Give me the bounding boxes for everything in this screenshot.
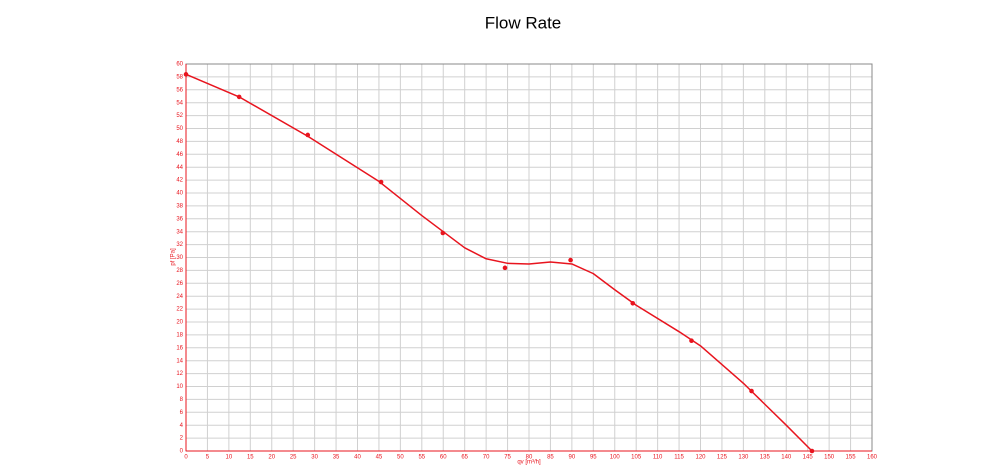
y-tick-label: 32	[176, 242, 183, 248]
x-tick-label: 70	[483, 455, 490, 461]
y-tick-label: 60	[176, 62, 183, 68]
x-tick-label: 120	[695, 455, 706, 461]
y-tick-label: 42	[176, 178, 183, 184]
y-tick-label: 48	[176, 139, 183, 145]
y-tick-label: 54	[176, 100, 183, 106]
x-tick-label: 75	[504, 455, 511, 461]
x-tick-label: 125	[717, 455, 728, 461]
x-tick-label: 30	[311, 455, 318, 461]
x-tick-label: 80	[526, 455, 533, 461]
x-tick-label: 60	[440, 455, 447, 461]
y-tick-label: 44	[176, 165, 183, 171]
x-tick-label: 40	[354, 455, 361, 461]
y-tick-label: 6	[180, 410, 184, 416]
x-tick-label: 130	[738, 455, 749, 461]
x-tick-label: 90	[569, 455, 576, 461]
x-tick-label: 15	[247, 455, 254, 461]
x-tick-label: 0	[184, 455, 188, 461]
y-tick-label: 34	[176, 229, 183, 235]
y-tick-label: 4	[180, 423, 184, 429]
y-tick-label: 56	[176, 87, 183, 93]
x-tick-label: 155	[846, 455, 857, 461]
x-tick-label: 25	[290, 455, 297, 461]
y-tick-label: 16	[176, 345, 183, 351]
y-tick-label: 10	[176, 384, 183, 390]
y-axis-label: pf [Pa]	[171, 248, 177, 266]
x-tick-label: 105	[631, 455, 642, 461]
x-tick-label: 45	[376, 455, 383, 461]
y-tick-label: 18	[176, 332, 183, 338]
x-tick-label: 85	[547, 455, 554, 461]
x-tick-label: 135	[760, 455, 771, 461]
y-tick-label: 0	[180, 449, 184, 455]
y-tick-label: 2	[180, 436, 184, 442]
x-tick-label: 115	[674, 455, 684, 461]
y-tick-label: 20	[176, 320, 183, 326]
chart-title: Flow Rate	[485, 13, 562, 32]
y-tick-label: 46	[176, 152, 183, 158]
x-tick-label: 145	[803, 455, 814, 461]
x-axis-label: qv [m³/h]	[517, 460, 541, 466]
x-tick-label: 100	[610, 455, 621, 461]
y-tick-label: 12	[176, 371, 183, 377]
y-tick-label: 52	[176, 113, 183, 119]
y-tick-label: 50	[176, 126, 183, 132]
y-tick-label: 38	[176, 203, 183, 209]
data-point	[502, 265, 508, 271]
y-tick-label: 28	[176, 268, 183, 274]
y-tick-label: 36	[176, 216, 183, 222]
y-tick-label: 58	[176, 74, 183, 80]
y-tick-label: 22	[176, 307, 183, 313]
y-tick-label: 14	[176, 358, 183, 364]
x-tick-label: 5	[206, 455, 210, 461]
y-tick-label: 24	[176, 294, 183, 300]
y-tick-label: 26	[176, 281, 183, 287]
x-tick-label: 160	[867, 455, 878, 461]
x-tick-label: 20	[268, 455, 275, 461]
x-tick-label: 110	[653, 455, 663, 461]
x-tick-label: 95	[590, 455, 597, 461]
x-tick-label: 140	[781, 455, 792, 461]
curve	[185, 73, 813, 452]
x-tick-label: 10	[226, 455, 233, 461]
y-tick-label: 40	[176, 191, 183, 197]
y-tick-label: 8	[180, 397, 184, 403]
data-point	[568, 257, 573, 263]
x-tick-label: 50	[397, 455, 404, 461]
x-tick-label: 55	[418, 455, 425, 461]
x-tick-label: 150	[824, 455, 835, 461]
x-tick-label: 65	[461, 455, 468, 461]
x-tick-label: 35	[333, 455, 340, 461]
y-tick-label: 30	[176, 255, 183, 261]
